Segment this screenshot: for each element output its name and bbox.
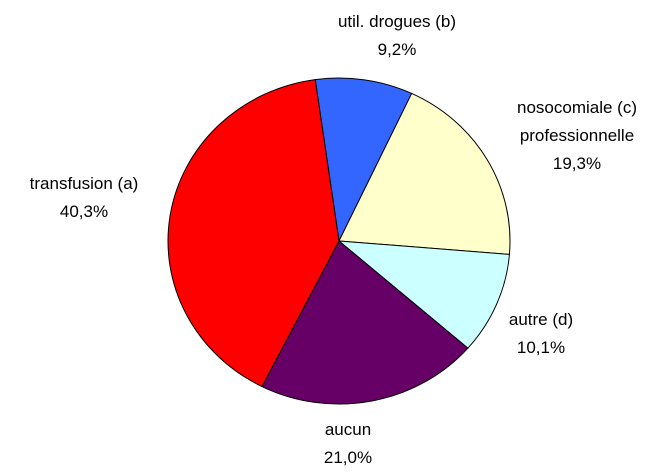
value-label: 21,0% bbox=[323, 448, 373, 467]
category: nosocomiale (c) professionnelle bbox=[517, 98, 637, 145]
pie-slice bbox=[338, 92, 511, 255]
value-label: 40,3% bbox=[59, 202, 109, 221]
slice-label: autre (d) 10,1% bbox=[471, 306, 611, 362]
category: util. drogues (b) bbox=[337, 12, 457, 31]
pie-slice bbox=[337, 240, 510, 349]
value-label: 9,2% bbox=[377, 40, 417, 59]
value-label: 10,1% bbox=[516, 338, 566, 357]
category: aucun bbox=[324, 420, 372, 439]
value-label: 19,3% bbox=[552, 154, 602, 173]
slice-label: util. drogues (b) 9,2% bbox=[297, 8, 497, 64]
pie-slice bbox=[167, 79, 340, 388]
slice-label: nosocomiale (c) professionnelle 19,3% bbox=[492, 94, 662, 178]
pie-slice bbox=[314, 77, 413, 243]
category: transfusion (a) bbox=[29, 174, 139, 193]
pie-slice bbox=[261, 240, 469, 405]
category: autre (d) bbox=[508, 310, 574, 329]
slice-label: transfusion (a) 40,3% bbox=[0, 170, 179, 226]
slice-label: aucun 21,0% bbox=[288, 416, 408, 472]
